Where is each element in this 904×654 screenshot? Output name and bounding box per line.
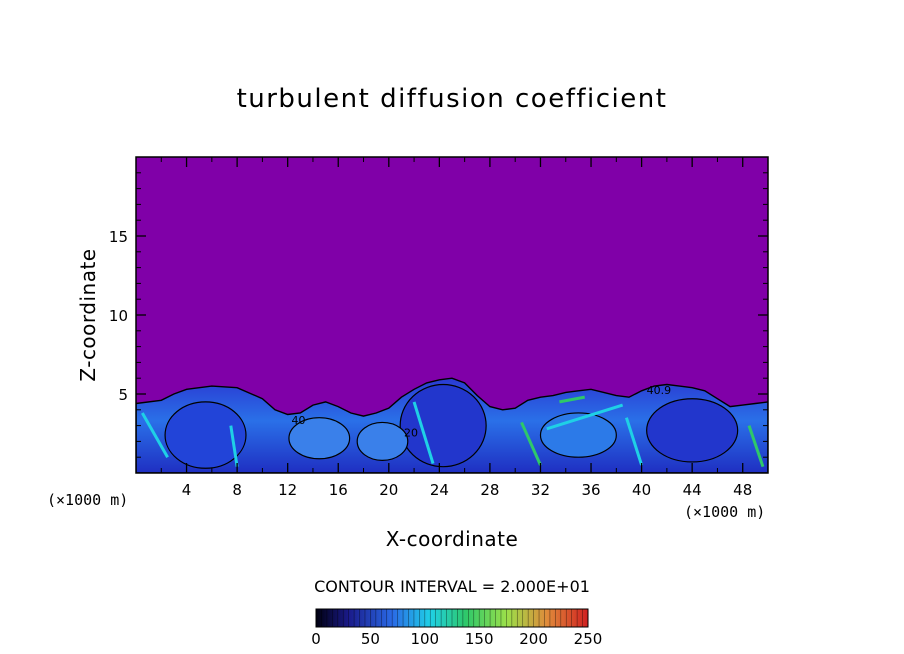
high-value-streak bbox=[546, 403, 624, 431]
eddy-contour bbox=[646, 398, 739, 463]
contour-label: 40.9 bbox=[647, 384, 672, 397]
colorbar-tick-label: 100 bbox=[410, 630, 439, 648]
colorbar-tick-label: 0 bbox=[311, 630, 321, 648]
x-tick-label: 8 bbox=[232, 481, 242, 499]
x-unit-label: (×1000 m) bbox=[684, 503, 766, 521]
contour-interval-label: CONTOUR INTERVAL = 2.000E+01 bbox=[314, 577, 590, 596]
x-tick-label: 24 bbox=[430, 481, 449, 499]
high-value-streak bbox=[559, 395, 585, 404]
x-axis-label: X-coordinate bbox=[385, 527, 519, 551]
high-value-streak bbox=[229, 425, 239, 467]
x-tick-label: 16 bbox=[329, 481, 348, 499]
x-tick-label: 48 bbox=[733, 481, 752, 499]
high-value-streak bbox=[747, 425, 765, 468]
high-value-streak bbox=[412, 401, 435, 464]
x-tick-label: 28 bbox=[480, 481, 499, 499]
contour-label: 20 bbox=[404, 427, 418, 440]
chart-title: turbulent diffusion coefficient bbox=[236, 84, 668, 114]
colorbar-tick-label: 200 bbox=[519, 630, 548, 648]
y-tick-label: 10 bbox=[109, 307, 128, 325]
y-tick-label: 5 bbox=[118, 386, 128, 404]
y-unit-label: (×1000 m) bbox=[47, 491, 129, 509]
high-value-streak bbox=[141, 412, 169, 458]
x-tick-label: 12 bbox=[278, 481, 297, 499]
x-tick-label: 32 bbox=[531, 481, 550, 499]
eddy-contour bbox=[164, 401, 247, 469]
high-value-streak bbox=[520, 421, 542, 466]
colorbar: 0 50 100 150 200 250 bbox=[311, 608, 603, 648]
contour-label: 40 bbox=[291, 414, 305, 427]
eddy-contour bbox=[399, 383, 487, 468]
eddy-contour bbox=[356, 421, 409, 461]
colorbar-tick-label: 50 bbox=[361, 630, 380, 648]
high-value-streak bbox=[625, 417, 644, 466]
colorbar-tick-label: 150 bbox=[465, 630, 494, 648]
plot-area: 40 20 40.9 bbox=[136, 157, 768, 473]
colorbar-tick-label: 250 bbox=[574, 630, 603, 648]
eddy-contour bbox=[288, 417, 351, 460]
y-axis-label: Z-coordinate bbox=[76, 248, 100, 382]
x-tick-label: 40 bbox=[632, 481, 651, 499]
x-tick-label: 4 bbox=[182, 481, 192, 499]
y-tick-label: 15 bbox=[109, 228, 128, 246]
x-tick-label: 44 bbox=[683, 481, 702, 499]
x-tick-label: 36 bbox=[581, 481, 600, 499]
x-tick-label: 20 bbox=[379, 481, 398, 499]
